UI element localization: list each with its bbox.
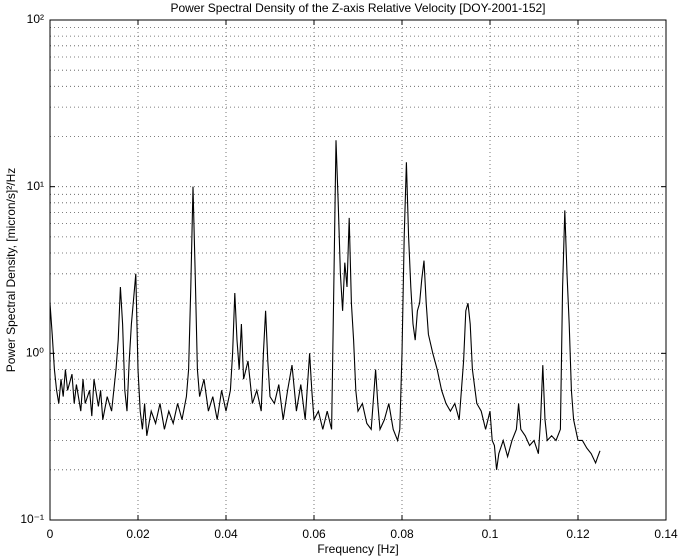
y-tick-label: 10¹ xyxy=(27,179,44,193)
x-tick-label: 0.1 xyxy=(482,527,499,541)
chart-title: Power Spectral Density of the Z-axis Rel… xyxy=(170,1,545,15)
psd-line xyxy=(49,140,601,470)
x-tick-label: 0.14 xyxy=(654,527,678,541)
y-tick-label: 10⁻¹ xyxy=(20,512,44,526)
y-tick-label: 10⁰ xyxy=(26,346,44,360)
plot-frame xyxy=(49,19,667,521)
x-axis-label: Frequency [Hz] xyxy=(317,542,398,556)
x-tick-label: 0.04 xyxy=(214,527,238,541)
x-tick-label: 0.08 xyxy=(390,527,414,541)
x-tick-label: 0.06 xyxy=(302,527,326,541)
x-tick-label: 0.12 xyxy=(566,527,590,541)
y-axis-label: Power Spectral Density, [micron/s]²/Hz xyxy=(4,168,18,373)
x-tick-label: 0 xyxy=(47,527,54,541)
y-tick-label: 10² xyxy=(27,12,44,26)
x-tick-label: 0.02 xyxy=(126,527,150,541)
